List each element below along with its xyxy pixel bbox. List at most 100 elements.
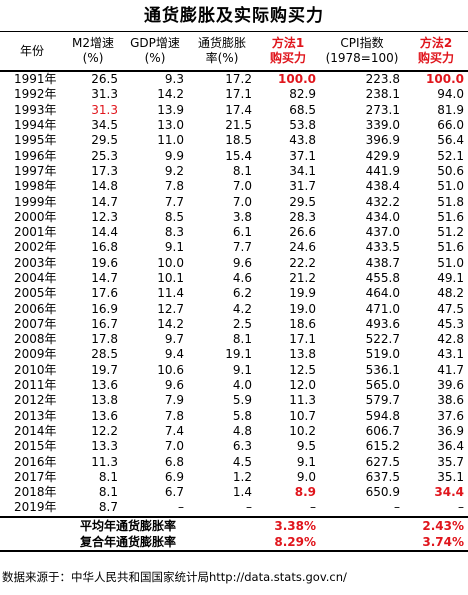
- m2-growth-cell: 19.7: [91, 362, 118, 377]
- m2-growth-cell: 8.1: [98, 485, 118, 500]
- m2-growth-cell: 8.1: [98, 469, 118, 484]
- year-cell: 2003年: [14, 255, 57, 270]
- table-row: 2004年 14.7 10.1 4.6 21.2 455.8 49.1: [0, 271, 468, 286]
- inflation-rate-cell: 4.8: [232, 423, 252, 438]
- method1-purchasing-power-cell: 19.9: [289, 286, 316, 301]
- m2-growth-cell: 14.4: [91, 225, 118, 240]
- method2-purchasing-power-cell: 94.0: [437, 87, 464, 102]
- table-row: 2018年 8.1 6.7 1.4 8.9 650.9 34.4: [0, 485, 468, 500]
- method2-purchasing-power-cell: 41.7: [437, 362, 464, 377]
- table-row: 2013年 13.6 7.8 5.8 10.7 594.8 37.6: [0, 409, 468, 424]
- method1-purchasing-power-cell: 21.2: [289, 271, 316, 285]
- inflation-rate-cell: 8.1: [232, 163, 252, 178]
- year-cell: 2001年: [14, 225, 57, 240]
- summary-cpi-empty: [320, 517, 404, 534]
- summary-cpi-empty: [320, 534, 404, 551]
- method1-purchasing-power-cell: 9.0: [296, 469, 316, 484]
- table-row: 1995年 29.5 11.0 18.5 43.8 396.9 56.4: [0, 133, 468, 148]
- inflation-rate-cell: 4.2: [232, 301, 252, 316]
- m2-growth-cell: 11.3: [91, 454, 118, 469]
- method1-purchasing-power-cell: 9.1: [296, 454, 316, 469]
- inflation-rate-cell: 5.8: [232, 408, 252, 423]
- m2-growth-cell: 16.8: [91, 240, 118, 255]
- cpi-index-cell: 519.0: [365, 347, 400, 362]
- year-cell: 1994年: [14, 118, 57, 133]
- inflation-rate-cell: 8.1: [232, 332, 252, 347]
- year-cell: 2019年: [14, 500, 57, 515]
- inflation-rate-cell: 7.0: [232, 194, 252, 209]
- year-cell: 2016年: [14, 454, 57, 469]
- gdp-growth-cell: 7.8: [164, 408, 184, 423]
- summary-method1-value: 8.29%: [274, 534, 316, 549]
- m2-growth-cell: 34.5: [91, 118, 118, 133]
- method2-purchasing-power-cell: 45.3: [437, 316, 464, 331]
- year-cell: 1996年: [14, 148, 57, 163]
- m2-growth-cell: 13.6: [91, 408, 118, 423]
- year-cell: 1993年: [14, 102, 57, 117]
- method1-purchasing-power-cell: 10.2: [289, 423, 316, 438]
- table-row: 2005年 17.6 11.4 6.2 19.9 464.0 48.2: [0, 286, 468, 301]
- cpi-index-cell: 433.5: [365, 240, 400, 255]
- data-source-note: 数据来源于：中华人民共和国国家统计局http://data.stats.gov.…: [2, 570, 347, 584]
- table-row: 1998年 14.8 7.8 7.0 31.7 438.4 51.0: [0, 179, 468, 194]
- gdp-growth-cell: 7.8: [164, 179, 184, 194]
- method1-purchasing-power-cell: 19.0: [289, 301, 316, 316]
- summary-method1-value: 3.38%: [274, 518, 316, 533]
- inflation-rate-cell: 4.0: [232, 378, 252, 393]
- header-inflation-rate: 通货膨胀 率(%): [197, 36, 246, 65]
- gdp-growth-cell: 12.7: [157, 301, 184, 316]
- method2-purchasing-power-cell: 47.5: [437, 301, 464, 316]
- year-cell: 1997年: [14, 163, 57, 178]
- method1-purchasing-power-cell: 10.7: [289, 408, 316, 423]
- method2-purchasing-power-cell: 35.7: [437, 454, 464, 469]
- header-year: 年份: [19, 43, 44, 58]
- table-row: 1994年 34.5 13.0 21.5 53.8 339.0 66.0: [0, 118, 468, 133]
- method1-purchasing-power-cell: 22.2: [289, 255, 316, 270]
- year-cell: 1991年: [14, 72, 57, 87]
- gdp-growth-cell: 13.0: [157, 118, 184, 133]
- method2-purchasing-power-cell: 100.0: [426, 72, 464, 87]
- table-row: 2008年 17.8 9.7 8.1 17.1 522.7 42.8: [0, 332, 468, 347]
- method1-purchasing-power-cell: 11.3: [289, 393, 316, 408]
- cpi-index-cell: 536.1: [365, 362, 400, 377]
- gdp-growth-cell: –: [178, 500, 184, 515]
- summary-method2-value: 2.43%: [422, 518, 464, 533]
- method1-purchasing-power-cell: 12.5: [289, 362, 316, 377]
- gdp-growth-cell: 7.4: [164, 423, 184, 438]
- method2-purchasing-power-cell: 50.6: [437, 163, 464, 178]
- method1-purchasing-power-cell: 34.1: [289, 163, 316, 178]
- cpi-index-cell: 637.5: [365, 469, 400, 484]
- year-cell: 2004年: [14, 271, 57, 285]
- method2-purchasing-power-cell: 52.1: [437, 148, 464, 163]
- m2-growth-cell: 31.3: [91, 102, 118, 117]
- table-row: 1991年 26.5 9.3 17.2 100.0 223.8 100.0: [0, 71, 468, 87]
- inflation-rate-cell: –: [246, 500, 252, 515]
- method2-purchasing-power-cell: 51.0: [437, 179, 464, 194]
- m2-growth-cell: 17.3: [91, 163, 118, 178]
- gdp-growth-cell: 9.7: [164, 332, 184, 347]
- method1-purchasing-power-cell: 29.5: [289, 194, 316, 209]
- method2-purchasing-power-cell: 66.0: [437, 118, 464, 133]
- year-cell: 2018年: [14, 485, 57, 500]
- method1-purchasing-power-cell: 43.8: [289, 133, 316, 148]
- gdp-growth-cell: 7.0: [164, 439, 184, 454]
- method2-purchasing-power-cell: 56.4: [437, 133, 464, 148]
- inflation-rate-cell: 1.2: [232, 469, 252, 484]
- year-cell: 1999年: [14, 194, 57, 209]
- header-m2-growth: M2增速 (%): [72, 36, 114, 65]
- method1-purchasing-power-cell: 53.8: [289, 118, 316, 133]
- inflation-rate-cell: 3.8: [232, 209, 252, 224]
- gdp-growth-cell: 10.0: [157, 255, 184, 270]
- year-cell: 2002年: [14, 240, 57, 255]
- m2-growth-cell: 31.3: [91, 87, 118, 102]
- method2-purchasing-power-cell: 36.9: [437, 423, 464, 438]
- header-cpi-index: CPI指数 (1978=100): [325, 36, 399, 65]
- table-row: 2011年 13.6 9.6 4.0 12.0 565.0 39.6: [0, 378, 468, 393]
- method1-purchasing-power-cell: 24.6: [289, 240, 316, 255]
- method1-purchasing-power-cell: 31.7: [289, 179, 316, 194]
- header-row: 年份 M2增速 (%) GDP增速 (%) 通货膨胀 率(%) 方法1 购买力 CPI指…: [0, 31, 468, 71]
- inflation-rate-cell: 21.5: [225, 118, 252, 133]
- method1-purchasing-power-cell: 12.0: [289, 378, 316, 393]
- method2-purchasing-power-cell: 51.0: [437, 255, 464, 270]
- year-cell: 2012年: [14, 393, 57, 408]
